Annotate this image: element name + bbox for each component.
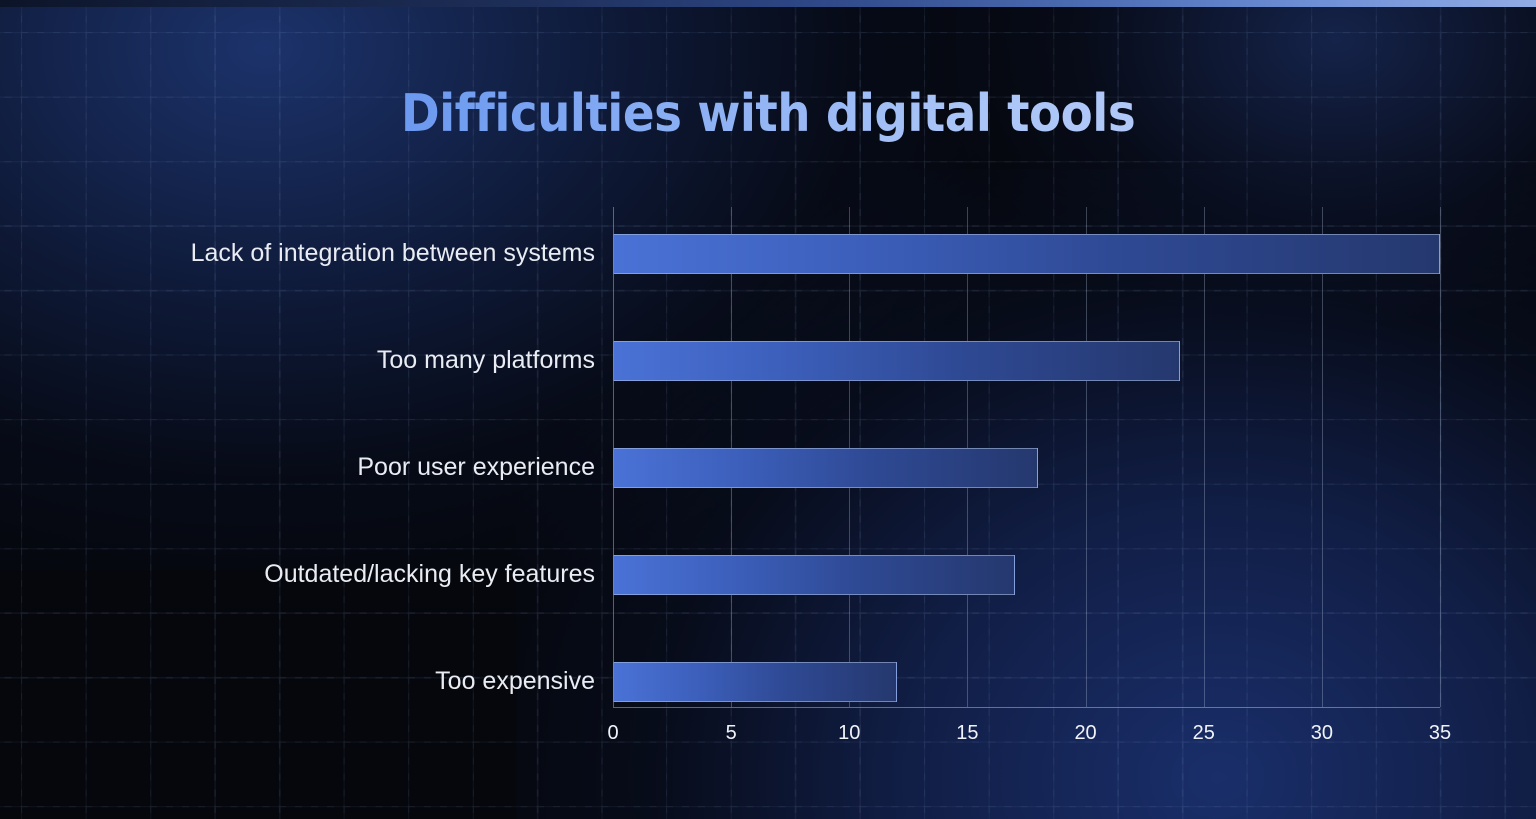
bar-outdated-lacking-key-features [613, 554, 1015, 595]
x-tick-label: 10 [838, 722, 861, 744]
x-tick-label: 15 [956, 722, 979, 744]
bar-lack-of-integration-between-systems [613, 233, 1440, 274]
bar-too-many-platforms [613, 340, 1181, 381]
bar-too-expensive [613, 661, 897, 702]
bar-poor-user-experience [613, 447, 1039, 488]
gridline-20 [1085, 207, 1087, 707]
x-tick-label: 30 [1310, 722, 1333, 744]
x-tick-label: 25 [1192, 722, 1215, 744]
y-axis-label: Too expensive [435, 667, 595, 695]
y-axis-label: Too many platforms [376, 346, 595, 374]
gridline-25 [1203, 207, 1205, 707]
gridline-30 [1321, 207, 1323, 707]
x-tick-label: 5 [725, 722, 737, 744]
x-tick-label: 0 [607, 722, 619, 744]
y-axis-category-labels: Lack of integration between systems Too … [60, 200, 595, 735]
y-axis-label: Outdated/lacking key features [264, 560, 595, 588]
y-axis-label: Lack of integration between systems [190, 239, 595, 267]
y-axis-label: Poor user experience [357, 453, 595, 481]
x-tick-label: 35 [1428, 722, 1452, 744]
x-tick-label: 20 [1074, 722, 1097, 744]
page-title: Difficulties with digital tools [0, 84, 1536, 144]
x-axis-baseline [613, 707, 1440, 708]
gridline-35 [1440, 207, 1441, 707]
